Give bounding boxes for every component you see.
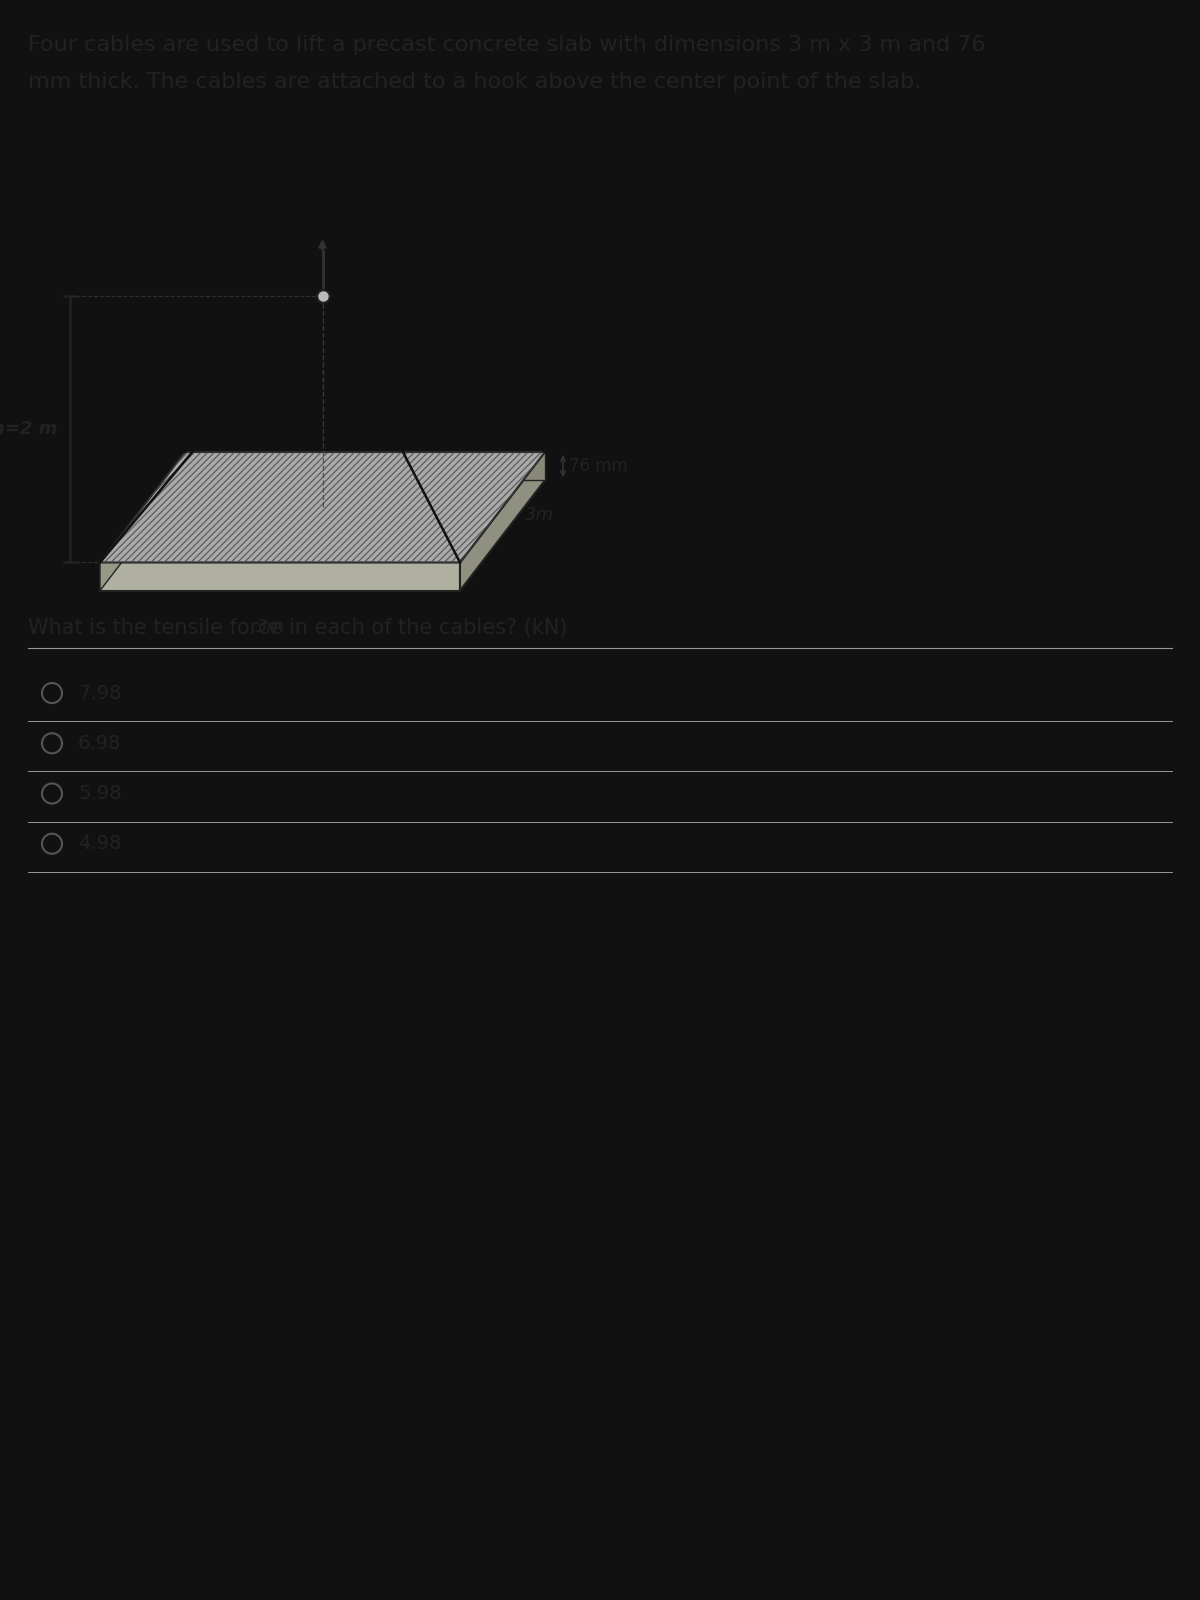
- Text: Four cables are used to lift a precast concrete slab with dimensions 3 m x 3 m a: Four cables are used to lift a precast c…: [28, 35, 985, 54]
- Polygon shape: [100, 563, 460, 590]
- Polygon shape: [100, 451, 545, 563]
- Text: 4.98: 4.98: [78, 834, 121, 853]
- Text: mm thick. The cables are attached to a hook above the center point of the slab.: mm thick. The cables are attached to a h…: [28, 72, 922, 93]
- Text: h=2 m: h=2 m: [0, 421, 58, 438]
- Polygon shape: [460, 451, 545, 590]
- Text: What is the tensile force in each of the cables? (kN): What is the tensile force in each of the…: [28, 618, 568, 638]
- Text: 3m: 3m: [524, 506, 553, 525]
- Text: 5.98: 5.98: [78, 784, 121, 803]
- Text: 76 mm: 76 mm: [569, 458, 628, 475]
- Text: 7.98: 7.98: [78, 683, 121, 702]
- Polygon shape: [100, 451, 185, 590]
- Text: 6.98: 6.98: [78, 734, 121, 752]
- Polygon shape: [185, 451, 545, 480]
- Text: 3m: 3m: [256, 618, 284, 635]
